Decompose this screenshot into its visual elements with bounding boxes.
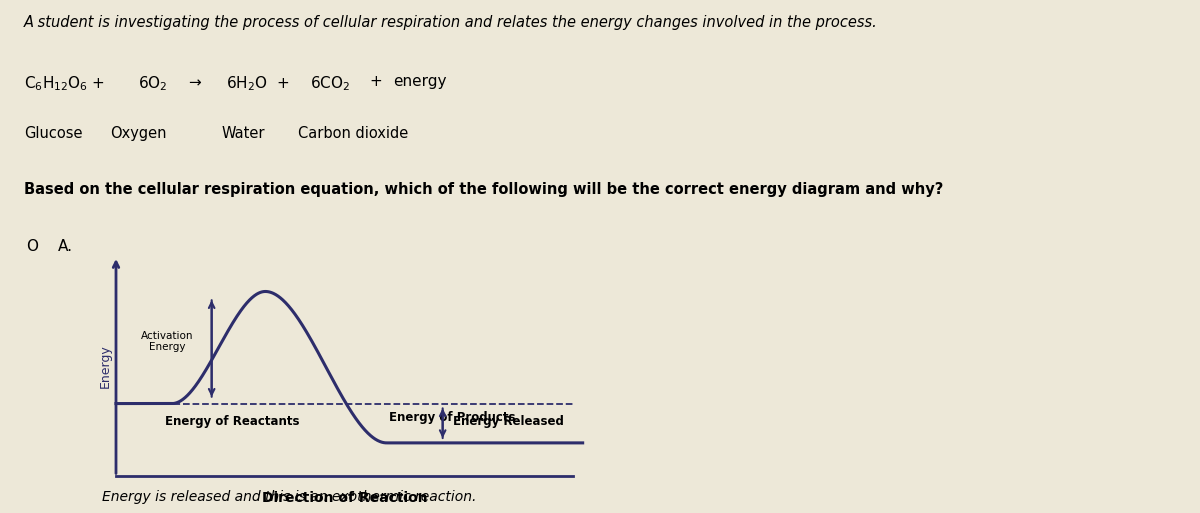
Text: energy: energy — [394, 74, 448, 89]
Text: Energy of Reactants: Energy of Reactants — [166, 415, 300, 428]
Text: Energy of Products: Energy of Products — [389, 411, 515, 424]
Text: Activation
Energy: Activation Energy — [142, 331, 193, 352]
Text: Based on the cellular respiration equation, which of the following will be the c: Based on the cellular respiration equati… — [24, 182, 943, 197]
Text: Glucose: Glucose — [24, 126, 83, 141]
Text: C$_6$H$_{12}$O$_6$ +: C$_6$H$_{12}$O$_6$ + — [24, 74, 106, 93]
Text: Direction of Reaction: Direction of Reaction — [262, 491, 427, 505]
Text: Energy: Energy — [100, 344, 113, 388]
Text: 6H$_2$O  +: 6H$_2$O + — [226, 74, 289, 93]
Text: O: O — [26, 239, 38, 253]
Text: 6CO$_2$: 6CO$_2$ — [310, 74, 349, 93]
Text: Energy is released and this is an exothermic reaction.: Energy is released and this is an exothe… — [102, 490, 476, 504]
Text: +: + — [370, 74, 383, 89]
Text: A.: A. — [58, 239, 72, 253]
Text: Energy Released: Energy Released — [452, 415, 564, 428]
Text: 6O$_2$: 6O$_2$ — [138, 74, 168, 93]
Text: A student is investigating the process of cellular respiration and relates the e: A student is investigating the process o… — [24, 15, 877, 30]
Text: Oxygen: Oxygen — [110, 126, 167, 141]
Text: Carbon dioxide: Carbon dioxide — [298, 126, 408, 141]
Text: $\rightarrow$: $\rightarrow$ — [186, 74, 203, 89]
Text: Water: Water — [222, 126, 265, 141]
